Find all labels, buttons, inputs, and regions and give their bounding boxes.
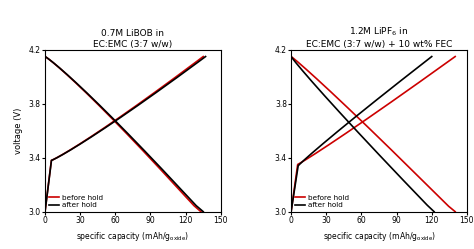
before hold [288,210,294,213]
before hold [448,58,454,61]
before hold [367,115,373,118]
Y-axis label: voltage (V): voltage (V) [14,108,23,154]
before hold [197,58,202,61]
X-axis label: specific capacity (mAh/g$_\mathregular{oxide}$): specific capacity (mAh/g$_\mathregular{o… [322,230,436,243]
after hold [356,113,362,116]
after hold [426,58,431,61]
after hold [355,114,361,117]
X-axis label: specific capacity (mAh/g$_\mathregular{oxide}$): specific capacity (mAh/g$_\mathregular{o… [76,230,190,243]
Legend: before hold, after hold: before hold, after hold [49,194,103,208]
Title: 0.7M LiBOB in
EC:EMC (3:7 w/w): 0.7M LiBOB in EC:EMC (3:7 w/w) [93,29,173,49]
before hold [128,108,134,111]
before hold [452,55,458,58]
after hold [403,75,409,78]
after hold [288,210,294,213]
before hold [201,55,206,58]
before hold [377,108,383,111]
before hold [137,102,142,105]
before hold [42,210,48,213]
Line: after hold: after hold [291,57,432,212]
after hold [199,58,205,61]
before hold [386,102,392,105]
Line: after hold: after hold [45,57,206,212]
after hold [429,55,435,58]
before hold [423,76,428,79]
after hold [365,106,370,109]
after hold [174,76,180,79]
before hold [118,116,123,119]
before hold [366,116,372,119]
after hold [129,108,135,111]
after hold [119,115,125,118]
Line: before hold: before hold [45,57,203,212]
Line: before hold: before hold [291,57,455,212]
Legend: before hold, after hold: before hold, after hold [295,194,349,208]
after hold [203,55,209,58]
after hold [372,100,378,103]
before hold [118,115,124,118]
after hold [42,210,48,213]
before hold [172,76,178,79]
after hold [118,116,124,119]
after hold [138,102,144,105]
Title: 1.2M LiPF$_6$ in
EC:EMC (3:7 w/w) + 10 wt% FEC: 1.2M LiPF$_6$ in EC:EMC (3:7 w/w) + 10 w… [306,25,452,49]
